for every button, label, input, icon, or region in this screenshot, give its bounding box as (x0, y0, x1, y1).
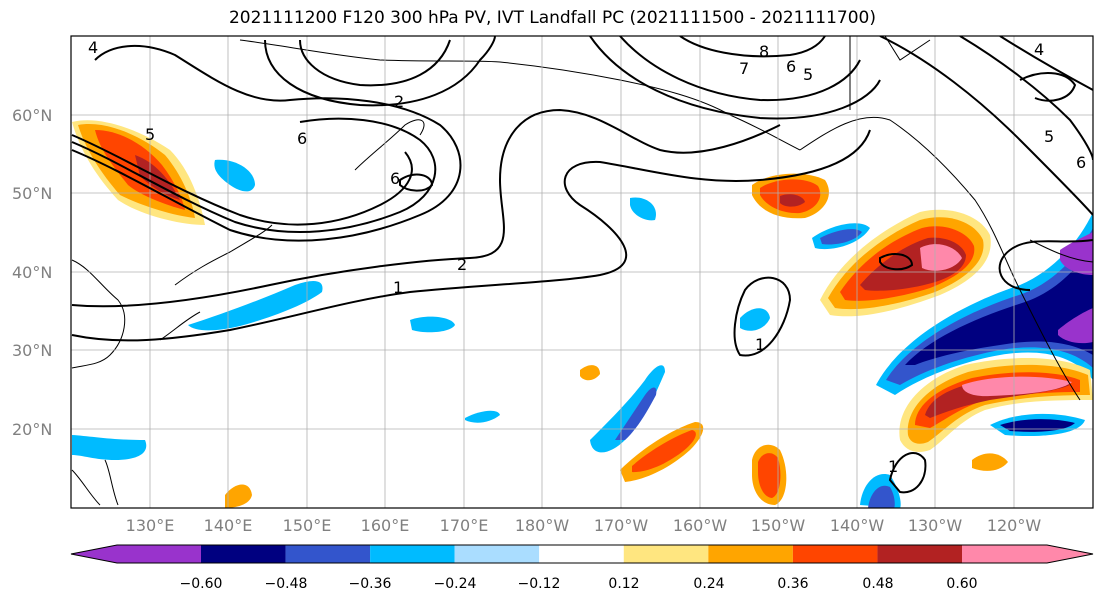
contour-label: 2 (394, 92, 404, 111)
contour-label: 6 (1076, 153, 1086, 172)
lat-label: 20°N (12, 420, 52, 439)
colorbar-segment (201, 545, 286, 563)
colorbar-tick-label: −0.48 (265, 576, 308, 592)
map-plot-area: 1 2 2 5 6 6 7 8 4 5 6 4 5 1 1 6 (71, 36, 1093, 508)
colorbar-segment (370, 545, 455, 563)
pv-contours (71, 36, 1093, 494)
colorbar-extend-high (1047, 545, 1093, 563)
colorbar-tick-label: 0.12 (608, 576, 639, 592)
lon-label: 150°E (283, 516, 332, 535)
contour-label: 1 (755, 335, 765, 354)
lon-label: 120°W (987, 516, 1042, 535)
colorbar-segment (877, 545, 962, 563)
colorbar-tick-label: 0.60 (946, 576, 977, 592)
colorbar-segment (962, 545, 1047, 563)
colorbar-tick-label: 0.24 (693, 576, 724, 592)
lon-label: 170°E (440, 516, 489, 535)
lon-label: 130°E (126, 516, 175, 535)
colorbar-segment (285, 545, 371, 563)
colorbar-segment (623, 545, 709, 563)
longitude-labels: 130°E 140°E 150°E 160°E 170°E 180°W 170°… (126, 516, 1042, 535)
lon-label: 140°E (204, 516, 253, 535)
lat-label: 60°N (12, 106, 52, 125)
contour-label: 5 (145, 125, 155, 144)
lon-label: 160°E (361, 516, 410, 535)
colorbar-segment (708, 545, 793, 563)
contour-label: 1 (393, 278, 403, 297)
colorbar-tick-label: −0.36 (349, 576, 392, 592)
contour-label: 6 (390, 169, 400, 188)
gridlines (71, 36, 1093, 508)
colorbar-tick-label: 0.36 (777, 576, 808, 592)
contour-label: 6 (786, 57, 796, 76)
colorbar (70, 544, 1094, 564)
ivt-shading (72, 120, 1093, 508)
plot-frame (70, 35, 1094, 509)
contour-label: 7 (739, 59, 749, 78)
contour-label: 5 (803, 65, 813, 84)
colorbar-extend-low (71, 545, 117, 563)
lon-label: 170°W (594, 516, 649, 535)
lon-label: 180°W (515, 516, 570, 535)
lon-label: 140°W (830, 516, 885, 535)
colorbar-segment (454, 545, 540, 563)
lon-label: 150°W (751, 516, 806, 535)
contour-labels: 1 2 2 5 6 6 7 8 4 5 6 4 5 1 1 6 (88, 38, 1086, 476)
contour-label: 4 (1034, 40, 1044, 59)
colorbar-tick-label: 0.48 (862, 576, 893, 592)
lat-label: 40°N (12, 263, 52, 282)
colorbar-tick-label: −0.24 (434, 576, 477, 592)
colorbar-outline (70, 544, 1094, 564)
latitude-labels: 60°N 50°N 40°N 30°N 20°N (12, 106, 52, 439)
contour-label: 6 (297, 129, 307, 148)
contour-label: 1 (888, 457, 898, 476)
lat-label: 50°N (12, 184, 52, 203)
colorbar-ticks: −0.60 −0.48 −0.36 −0.24 −0.12 0.12 0.24 … (180, 576, 978, 592)
colorbar-tick-label: −0.12 (518, 576, 561, 592)
colorbar-segment (539, 545, 624, 563)
lon-label: 160°W (673, 516, 728, 535)
map-title: 2021111200 F120 300 hPa PV, IVT Landfall… (228, 8, 876, 28)
colorbar-segment (117, 545, 201, 563)
contour-label: 5 (1044, 127, 1054, 146)
contour-label: 8 (759, 42, 769, 61)
lon-label: 130°W (908, 516, 963, 535)
lat-label: 30°N (12, 341, 52, 360)
colorbar-segment (792, 545, 878, 563)
contour-label: 4 (88, 38, 98, 57)
contour-label: 2 (457, 255, 467, 274)
colorbar-tick-label: −0.60 (180, 576, 223, 592)
